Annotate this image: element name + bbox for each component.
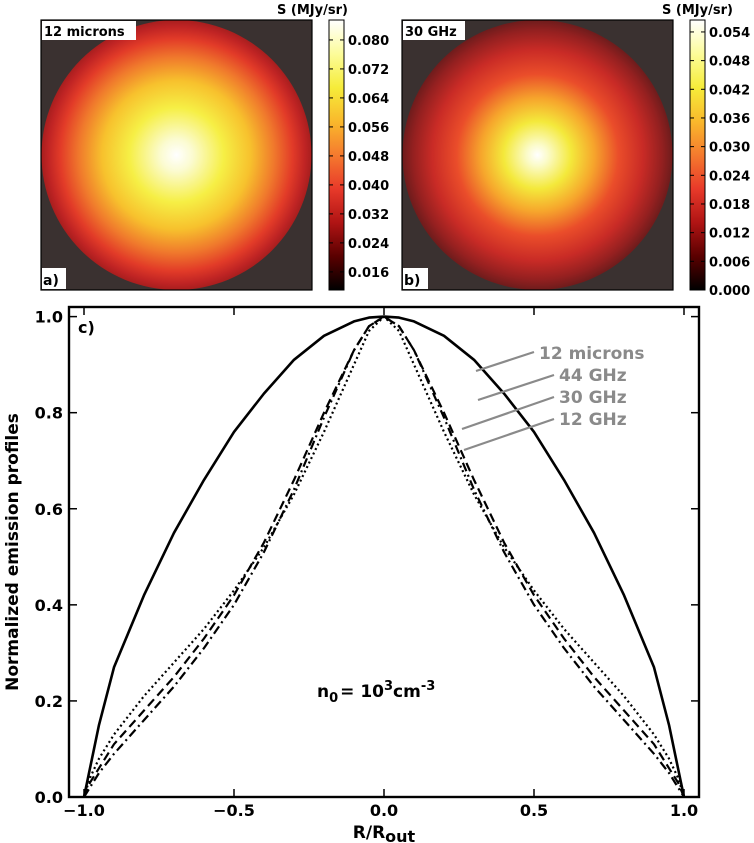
colorbar-tick-label: 0.056 <box>348 121 389 136</box>
colorbar-tick-label: 0.016 <box>348 266 389 281</box>
colorbar-tick-label: 0.036 <box>709 112 750 127</box>
panel-c-ticks: −1.0 −0.5 0.0 0.5 1.0 0.0 0.2 0.4 0.6 0.8 1.0 <box>35 307 699 820</box>
colorbar-tick-label: 0.018 <box>709 198 750 213</box>
legend-pointer <box>463 417 555 452</box>
colorbar-tick-label: 0.080 <box>348 34 389 49</box>
y-tick-label: 0.8 <box>35 404 63 423</box>
colorbar-a: S (MJy/sr) 0.080 0.072 0.064 0.056 0.048 0.04… <box>277 3 389 291</box>
legend-pointer <box>461 395 555 431</box>
panel-c-label: c) <box>78 318 95 337</box>
y-tick-label: 0.4 <box>35 596 63 615</box>
density-annotation: n0 = 103cm-3 <box>317 679 435 706</box>
colorbar-tick-label: 0.032 <box>348 208 389 223</box>
panel-b: 30 GHz b) <box>401 19 674 291</box>
colorbar-b: S (MJy/sr) 0.054 0.048 0.042 0.036 0.030 0.02… <box>662 3 750 299</box>
colorbar-b-bar <box>689 19 706 291</box>
colorbar-b-title: S (MJy/sr) <box>662 3 733 18</box>
y-axis-label: Normalized emission profiles <box>3 413 23 691</box>
x-axis-label-sub: out <box>385 827 415 843</box>
colorbar-tick-label: 0.012 <box>709 227 750 242</box>
legend-label: 44 GHz <box>559 366 627 386</box>
y-tick-label: 1.0 <box>35 308 63 327</box>
x-tick-label: −1.0 <box>63 801 105 820</box>
panel-b-inset-label-box <box>403 21 465 40</box>
x-tick-label: 1.0 <box>670 801 698 820</box>
colorbar-tick-label: 0.000 <box>709 284 750 299</box>
colorbar-a-ticks: 0.080 0.072 0.064 0.056 0.048 0.040 0.032 0.024… <box>329 34 389 281</box>
panel-b-panel-label-box <box>403 268 428 289</box>
colorbar-a-bar <box>328 19 345 291</box>
y-tick-label: 0.2 <box>35 692 63 711</box>
panel-a: 12 microns a) <box>40 19 313 291</box>
panel-a-inset-label-box <box>42 21 136 40</box>
panel-b-emission-disk <box>402 20 673 290</box>
panel-c: −1.0 −0.5 0.0 0.5 1.0 0.0 0.2 0.4 0.6 0.8 1.0 c) N… <box>3 305 701 843</box>
colorbar-a-title: S (MJy/sr) <box>277 3 348 18</box>
panel-a-inset-label: 12 microns <box>44 25 125 40</box>
x-tick-label: 0.0 <box>370 801 398 820</box>
panel-a-panel-label: a) <box>43 273 59 289</box>
density-eq: = 10 <box>340 682 384 702</box>
y-tick-label: 0.0 <box>35 788 63 807</box>
density-exp: 3 <box>384 679 393 694</box>
colorbar-tick-label: 0.048 <box>709 55 750 70</box>
panel-a-emission-disk <box>41 20 312 290</box>
x-tick-label: 0.5 <box>520 801 548 820</box>
series-30-ghz <box>82 315 686 798</box>
density-unit: cm <box>393 682 421 702</box>
density-n: n <box>317 682 329 702</box>
legend-label: 12 microns <box>539 344 644 364</box>
colorbar-tick-label: 0.030 <box>709 141 750 156</box>
series-12-ghz <box>82 315 686 798</box>
colorbar-b-ticks: 0.054 0.048 0.042 0.036 0.030 0.024 0.018 0.012… <box>690 26 750 299</box>
panel-b-frame <box>401 19 674 291</box>
legend-pointer <box>477 373 555 402</box>
panel-b-panel-label: b) <box>404 273 420 289</box>
colorbar-tick-label: 0.042 <box>709 83 750 98</box>
colorbar-tick-label: 0.064 <box>348 92 389 107</box>
legend-label: 30 GHz <box>559 388 627 408</box>
colorbar-tick-label: 0.040 <box>348 179 389 194</box>
panel-a-frame <box>40 19 313 291</box>
panel-a-panel-label-box <box>42 268 66 289</box>
legend-label: 12 GHz <box>559 410 627 430</box>
panel-b-inset-label: 30 GHz <box>405 25 457 40</box>
profile-curves <box>82 315 686 798</box>
colorbar-tick-label: 0.006 <box>709 255 750 270</box>
x-axis-label: R/Rout <box>353 823 416 843</box>
colorbar-tick-label: 0.072 <box>348 63 389 78</box>
legend-pointer <box>475 350 535 373</box>
colorbar-tick-label: 0.024 <box>709 169 750 184</box>
x-axis-label-main: R/R <box>353 823 385 843</box>
density-unit-exp: -3 <box>421 679 435 694</box>
colorbar-tick-label: 0.024 <box>348 237 389 252</box>
density-n-sub: 0 <box>329 691 338 706</box>
colorbar-tick-label: 0.054 <box>709 26 750 41</box>
colorbar-tick-label: 0.048 <box>348 150 389 165</box>
y-tick-label: 0.6 <box>35 500 63 519</box>
x-tick-label: −0.5 <box>213 801 255 820</box>
